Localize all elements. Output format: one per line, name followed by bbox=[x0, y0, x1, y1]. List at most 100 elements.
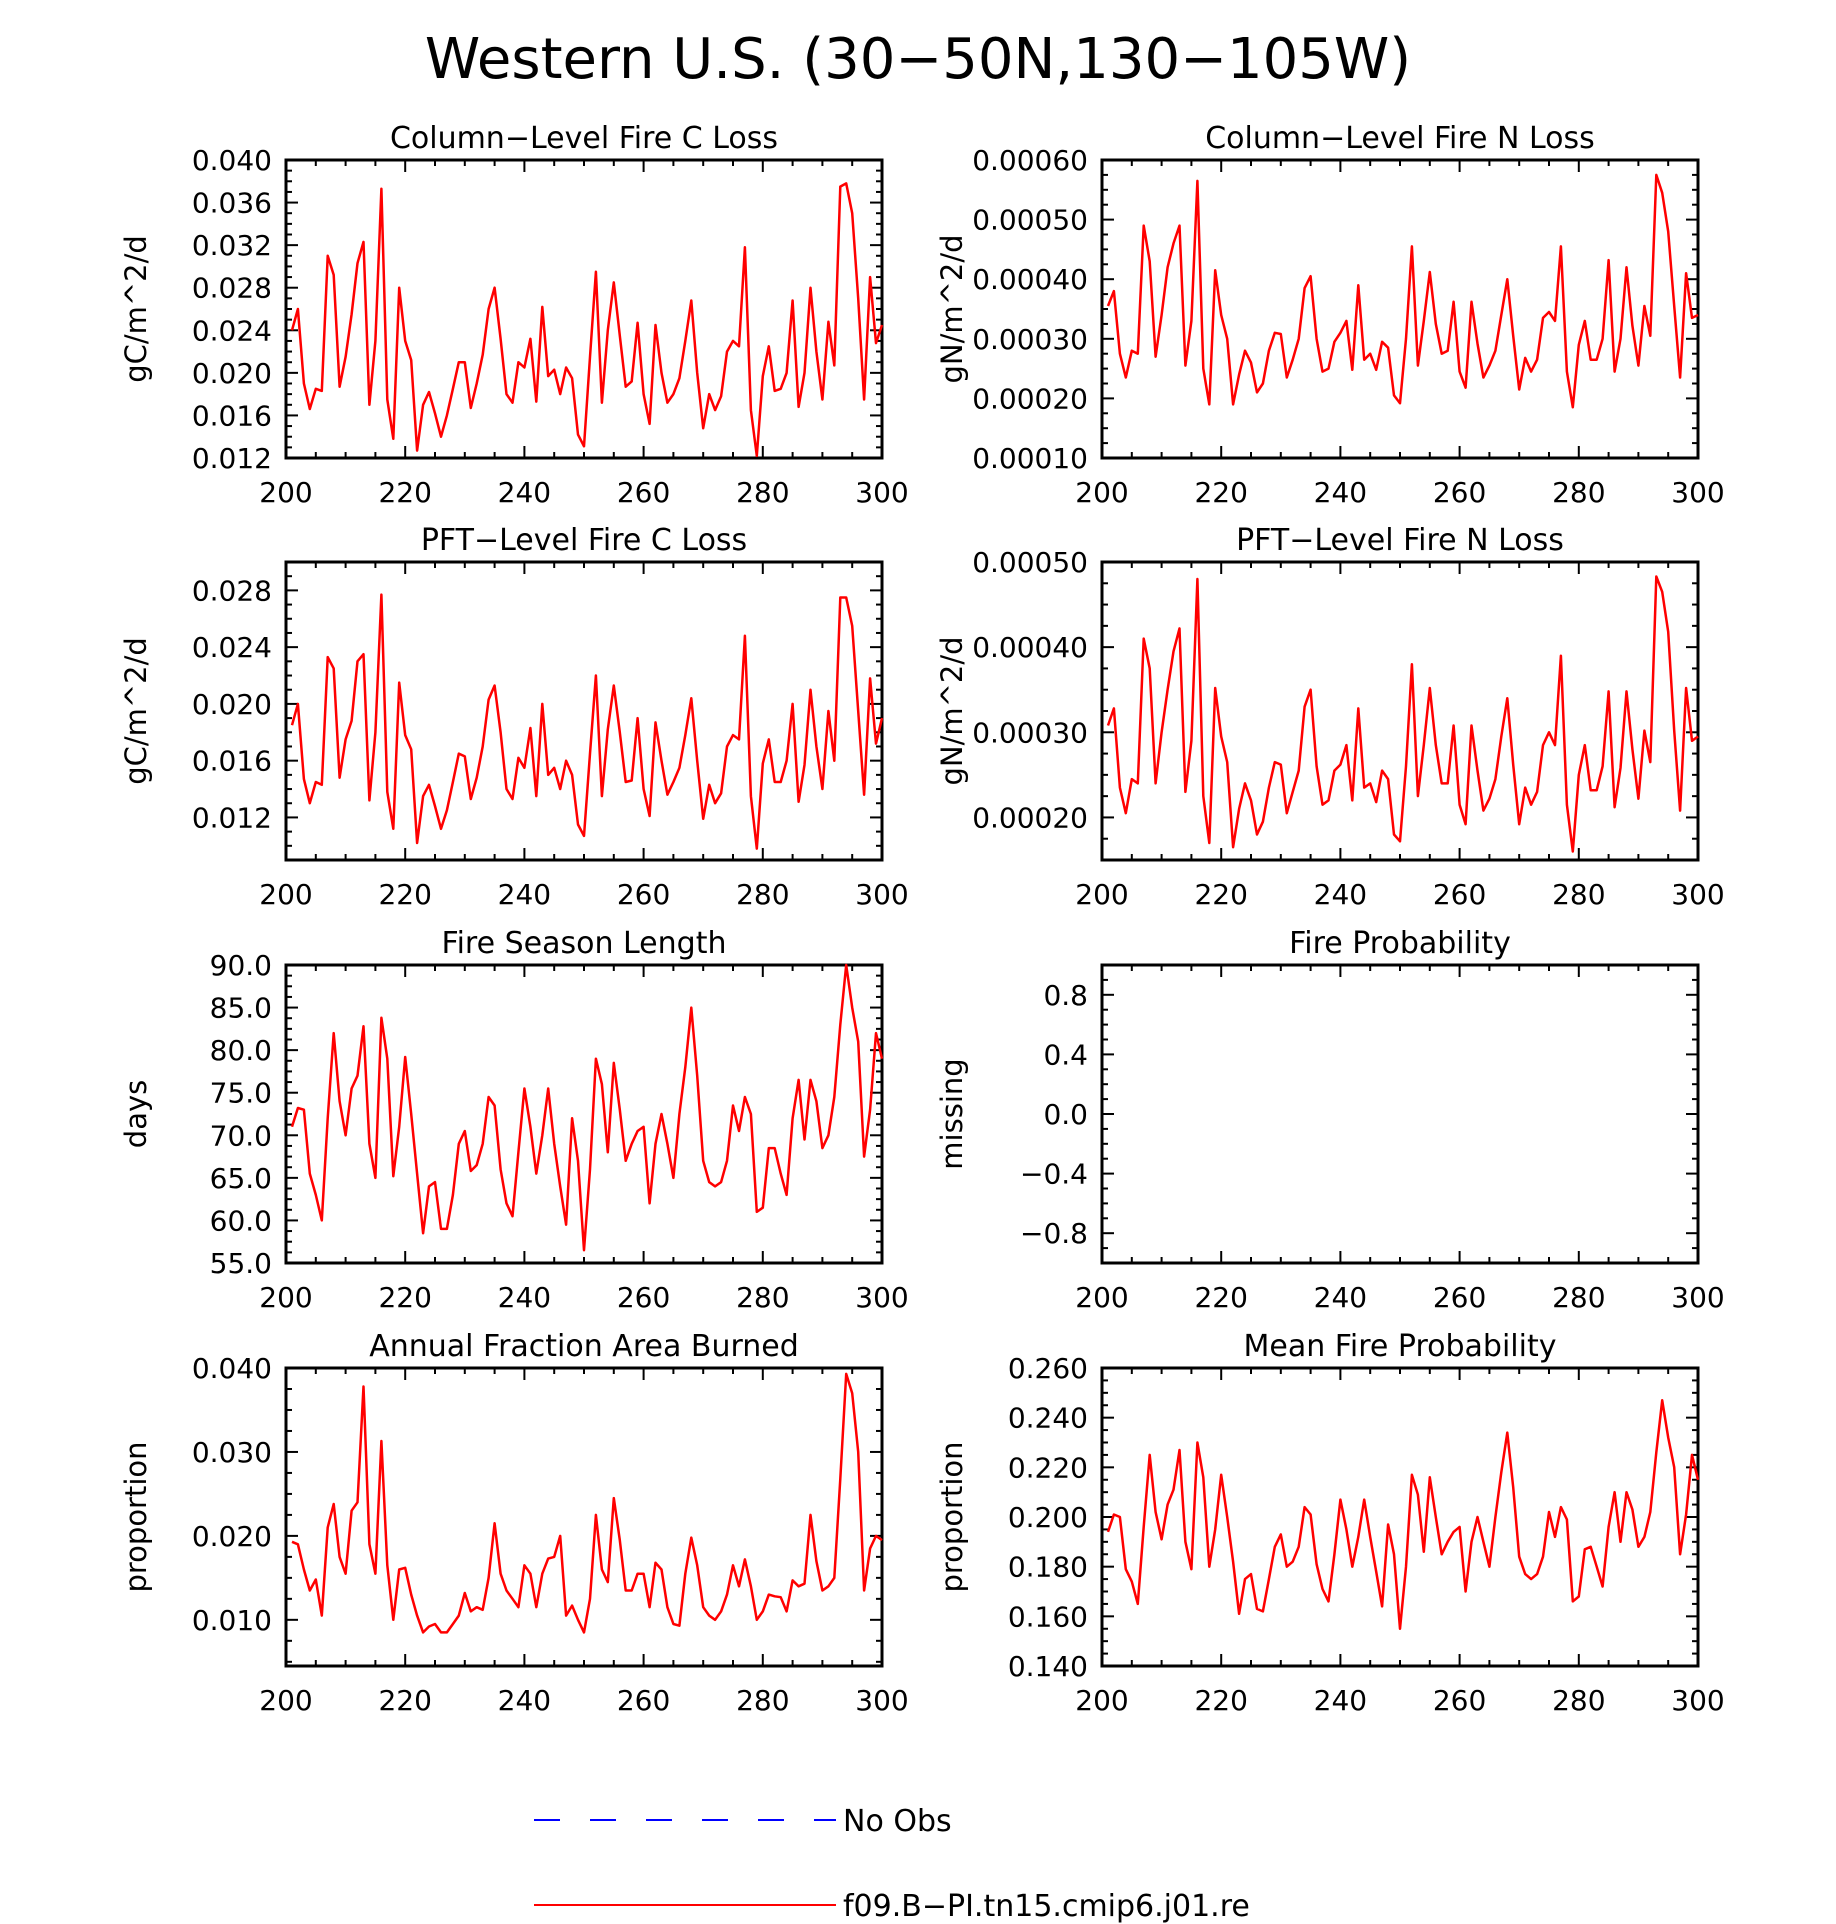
y-tick-label: 0.00030 bbox=[972, 323, 1088, 356]
y-tick-label: 85.0 bbox=[210, 992, 272, 1025]
x-tick-label: 280 bbox=[736, 1684, 789, 1717]
x-tick-label: 300 bbox=[1671, 1684, 1724, 1717]
x-tick-label: 200 bbox=[1075, 1684, 1128, 1717]
x-tick-label: 280 bbox=[736, 1281, 789, 1314]
y-tick-label: 80.0 bbox=[210, 1034, 272, 1067]
chart-panel-4: PFT−Level Fire N Loss gN/m^2/d 200 220 240 26… bbox=[935, 523, 1725, 911]
x-tick-label: 260 bbox=[1433, 1281, 1486, 1314]
y-tick-label: 0.8 bbox=[1043, 979, 1088, 1012]
chart-panel-2: Column−Level Fire N Loss gN/m^2/d 200 220 24… bbox=[935, 121, 1725, 509]
x-tick-label: 240 bbox=[1314, 1281, 1367, 1314]
panel-title: Column−Level Fire N Loss bbox=[1205, 121, 1595, 156]
x-tick-label: 300 bbox=[855, 1281, 908, 1314]
panel-title: Annual Fraction Area Burned bbox=[369, 1329, 799, 1364]
series-line bbox=[1106, 173, 1699, 409]
panel-title: Fire Probability bbox=[1289, 926, 1511, 961]
y-tick-label: 0.012 bbox=[192, 801, 272, 834]
y-tick-label: 0.00010 bbox=[972, 442, 1088, 475]
x-tick-label: 280 bbox=[1552, 1281, 1605, 1314]
y-tick-label: 0.4 bbox=[1043, 1038, 1088, 1071]
x-tick-label: 200 bbox=[259, 1281, 312, 1314]
x-tick-label: 200 bbox=[1075, 476, 1128, 509]
chart-panel-8: Mean Fire Probability proportion 200 220 240… bbox=[935, 1329, 1725, 1717]
x-tick-label: 300 bbox=[1671, 878, 1724, 911]
y-tick-label: 0.180 bbox=[1008, 1551, 1088, 1584]
legend-label-model: f09.B−PI.tn15.cmip6.j01.re bbox=[843, 1889, 1250, 1924]
chart-panel-3: PFT−Level Fire C Loss gC/m^2/d 200 220 240 26… bbox=[119, 523, 909, 911]
y-tick-label: 0.00030 bbox=[972, 716, 1088, 749]
x-tick-label: 300 bbox=[855, 878, 908, 911]
y-tick-label: 0.220 bbox=[1008, 1451, 1088, 1484]
x-tick-label: 200 bbox=[1075, 1281, 1128, 1314]
y-tick-label: 0.160 bbox=[1008, 1600, 1088, 1633]
x-tick-label: 280 bbox=[1552, 878, 1605, 911]
series-line bbox=[290, 593, 884, 850]
y-tick-label: 70.0 bbox=[210, 1119, 272, 1152]
y-tick-label: 65.0 bbox=[210, 1162, 272, 1195]
chart-panel-1: Column−Level Fire C Loss gC/m^2/d 200 220 24… bbox=[119, 121, 909, 509]
y-tick-label: 0.00020 bbox=[972, 382, 1088, 415]
y-tick-label: 0.00020 bbox=[972, 801, 1088, 834]
x-tick-label: 260 bbox=[1433, 1684, 1486, 1717]
y-axis-label: days bbox=[119, 1080, 153, 1148]
legend: No Obs f09.B−PI.tn15.cmip6.j01.re bbox=[534, 1804, 1250, 1924]
x-tick-label: 260 bbox=[617, 878, 670, 911]
y-axis-label: gC/m^2/d bbox=[119, 637, 153, 785]
y-tick-label: 55.0 bbox=[210, 1247, 272, 1280]
y-tick-label: 0.00050 bbox=[972, 204, 1088, 237]
y-tick-label: −0.4 bbox=[1020, 1158, 1088, 1191]
x-tick-label: 260 bbox=[617, 1684, 670, 1717]
x-tick-label: 260 bbox=[1433, 476, 1486, 509]
y-tick-label: 0.012 bbox=[192, 442, 272, 475]
x-tick-label: 240 bbox=[1314, 476, 1367, 509]
x-tick-label: 220 bbox=[1194, 1684, 1247, 1717]
x-tick-label: 220 bbox=[1194, 878, 1247, 911]
y-tick-label: 0.020 bbox=[192, 688, 272, 721]
panel-title: Fire Season Length bbox=[442, 926, 727, 961]
chart-panel-7: Annual Fraction Area Burned proportion 200… bbox=[119, 1329, 909, 1717]
y-tick-label: 0.00050 bbox=[972, 546, 1088, 579]
x-tick-label: 260 bbox=[1433, 878, 1486, 911]
x-tick-label: 200 bbox=[1075, 878, 1128, 911]
plot-frame bbox=[1100, 963, 1700, 1265]
figure-title: Western U.S. (30−50N,130−105W) bbox=[425, 27, 1411, 92]
x-tick-label: 300 bbox=[1671, 476, 1724, 509]
x-tick-label: 280 bbox=[736, 878, 789, 911]
y-tick-label: 0.140 bbox=[1008, 1650, 1088, 1683]
chart-panel-6: Fire Probability missing 200 220 240 260 280 30… bbox=[935, 926, 1725, 1314]
x-tick-label: 200 bbox=[259, 878, 312, 911]
y-axis-label: proportion bbox=[119, 1441, 153, 1592]
y-tick-label: 0.040 bbox=[192, 1352, 272, 1385]
y-tick-label: 0.024 bbox=[192, 314, 272, 347]
x-tick-label: 220 bbox=[378, 1684, 431, 1717]
x-tick-label: 260 bbox=[617, 1281, 670, 1314]
y-tick-label: 60.0 bbox=[210, 1204, 272, 1237]
x-tick-label: 280 bbox=[1552, 476, 1605, 509]
y-tick-label: 0.240 bbox=[1008, 1402, 1088, 1435]
y-axis-label: gC/m^2/d bbox=[119, 235, 153, 383]
chart-panels: Column−Level Fire C Loss gC/m^2/d 200 220 24… bbox=[119, 121, 1725, 1717]
y-tick-label: 0.00040 bbox=[972, 263, 1088, 296]
y-tick-label: 0.020 bbox=[192, 357, 272, 390]
y-tick-label: 0.016 bbox=[192, 745, 272, 778]
y-tick-label: 0.040 bbox=[192, 144, 272, 177]
y-tick-label: −0.8 bbox=[1020, 1217, 1088, 1250]
y-tick-label: 0.028 bbox=[192, 272, 272, 305]
y-tick-label: 90.0 bbox=[210, 949, 272, 982]
x-tick-label: 220 bbox=[378, 476, 431, 509]
x-tick-label: 240 bbox=[498, 1684, 551, 1717]
x-tick-label: 260 bbox=[617, 476, 670, 509]
y-tick-label: 0.024 bbox=[192, 631, 272, 664]
x-tick-label: 280 bbox=[1552, 1684, 1605, 1717]
x-tick-label: 240 bbox=[498, 878, 551, 911]
x-tick-label: 300 bbox=[1671, 1281, 1724, 1314]
y-axis-label: gN/m^2/d bbox=[935, 636, 969, 785]
plot-frame bbox=[284, 1366, 884, 1668]
panel-title: Column−Level Fire C Loss bbox=[390, 121, 778, 156]
series-line bbox=[1106, 575, 1699, 853]
x-tick-label: 200 bbox=[259, 476, 312, 509]
y-axis-label: missing bbox=[935, 1058, 969, 1169]
x-tick-label: 240 bbox=[1314, 878, 1367, 911]
chart-panel-5: Fire Season Length days 200 220 240 260 280 300… bbox=[119, 926, 909, 1314]
